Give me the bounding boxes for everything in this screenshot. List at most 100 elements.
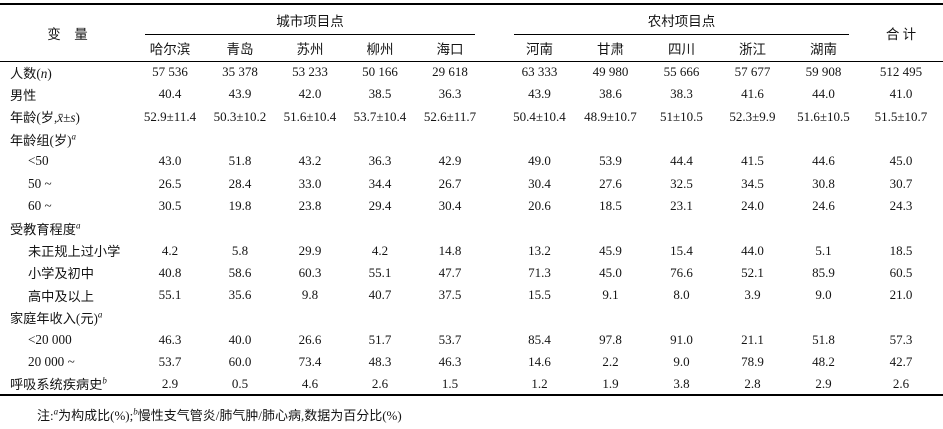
cell-total: 24.3 <box>889 197 913 213</box>
table-row: 小学及初中 40.8 58.6 60.3 55.1 47.7 71.3 45.0 76.6 52.… <box>0 262 943 284</box>
cell-urban: 38.5 <box>368 86 392 102</box>
cell-urban: 53 233 <box>292 64 328 80</box>
cell-urban: 1.5 <box>441 375 459 391</box>
group-header-urban-label: 城市项目点 <box>145 8 475 35</box>
column-header: 湖南 <box>810 41 837 57</box>
cell-rural: 20.6 <box>528 197 551 213</box>
cell-urban: 48.3 <box>368 354 392 369</box>
cell-total: 18.5 <box>889 242 913 258</box>
cell-rural <box>646 128 717 150</box>
cell-urban: 53.7 <box>438 331 462 347</box>
cell-rural: 2.8 <box>744 375 761 391</box>
row-label: 男性 <box>10 87 37 103</box>
cell-urban <box>345 306 415 328</box>
cell-rural: 15.5 <box>528 287 551 303</box>
cell-rural: 38.3 <box>670 86 693 102</box>
cell-urban <box>135 306 205 328</box>
cell-gap <box>485 128 504 150</box>
row-label: 未正规上过小学 <box>28 244 121 260</box>
cell-rural: 9.0 <box>673 354 690 369</box>
cell-urban: 47.7 <box>438 264 462 280</box>
column-header: 河南 <box>526 41 553 57</box>
cell-urban: 51.8 <box>228 153 252 169</box>
group-header-row: 变 量 城市项目点 农村项目点 合 计 <box>0 4 943 42</box>
row-label: 受教育程度a <box>10 220 81 237</box>
cell-urban: 46.3 <box>158 331 182 347</box>
column-header: 甘肃 <box>597 41 624 57</box>
cell-urban: 35.6 <box>228 287 252 303</box>
cell-rural: 48.9±10.7 <box>584 108 637 124</box>
table-row: 未正规上过小学 4.2 5.8 29.9 4.2 14.8 13.2 45.9 15.4 44.0… <box>0 239 943 261</box>
row-label: 家庭年收入(元)a <box>10 309 103 326</box>
cell-rural: 1.9 <box>602 375 619 391</box>
cell-rural: 18.5 <box>599 197 622 213</box>
cell-urban: 43.9 <box>228 86 252 102</box>
cell-urban <box>275 306 345 328</box>
cell-rural: 76.6 <box>670 264 693 280</box>
cell-rural: 71.3 <box>528 264 551 280</box>
cell-total: 512 495 <box>879 64 923 80</box>
cell-rural <box>646 217 717 239</box>
cell-urban: 50 166 <box>362 64 398 80</box>
cell-urban <box>345 217 415 239</box>
cell-total: 42.7 <box>889 354 913 369</box>
cell-urban: 19.8 <box>228 197 252 213</box>
cell-urban: 5.8 <box>231 242 249 258</box>
cell-urban: 40.4 <box>158 86 182 102</box>
cell-urban: 43.2 <box>298 153 322 169</box>
cell-rural: 27.6 <box>599 175 622 191</box>
cell-rural: 78.9 <box>741 354 764 369</box>
cell-urban <box>275 128 345 150</box>
cell-urban: 4.2 <box>371 242 389 258</box>
cell-rural: 2.2 <box>602 354 619 369</box>
cell-urban: 51.6±10.4 <box>283 108 337 124</box>
cell-urban: 40.0 <box>228 331 252 347</box>
cell-urban: 26.6 <box>298 331 322 347</box>
row-label: 呼吸系统疾病史b <box>10 375 107 393</box>
cell-rural: 97.8 <box>599 331 622 347</box>
cell-gap <box>485 351 504 373</box>
cell-total: 41.0 <box>889 86 913 102</box>
cell-urban: 2.9 <box>161 375 179 391</box>
cell-rural: 50.4±10.4 <box>513 108 566 124</box>
cell-urban: 50.3±10.2 <box>213 108 267 124</box>
cell-rural: 32.5 <box>670 175 693 191</box>
cell-gap <box>485 172 504 194</box>
row-label: 60 ~ <box>28 197 52 213</box>
cell-rural: 8.0 <box>673 287 690 303</box>
cell-urban: 52.6±11.7 <box>423 108 477 124</box>
cell-urban: 9.8 <box>301 287 319 303</box>
table-body: 人数(n) 57 536 35 378 53 233 50 166 29 618 63 33… <box>0 61 943 395</box>
row-label: 小学及初中 <box>28 266 94 282</box>
cell-urban: 36.3 <box>368 153 392 169</box>
cell-urban <box>205 217 275 239</box>
cell-gap <box>485 239 504 261</box>
cell-urban: 28.4 <box>228 175 252 191</box>
column-header: 柳州 <box>366 41 394 57</box>
cell-gap <box>485 329 504 351</box>
cell-total: 60.5 <box>889 264 913 280</box>
cell-rural: 23.1 <box>670 197 693 213</box>
table-header: 变 量 城市项目点 农村项目点 合 计 哈尔滨 青岛 苏州 柳州 海口 河南 甘肃 四川 浙江 湖… <box>0 4 943 61</box>
cell-gap <box>485 284 504 306</box>
cell-urban: 37.5 <box>438 287 462 303</box>
cell-urban <box>345 128 415 150</box>
cell-rural <box>717 306 788 328</box>
cell-urban: 4.2 <box>161 242 179 258</box>
cell-rural: 52.1 <box>741 264 764 280</box>
cell-rural: 53.9 <box>599 153 622 169</box>
cell-urban: 40.7 <box>368 287 392 303</box>
cell-gap <box>485 61 504 83</box>
cell-rural: 44.0 <box>741 242 764 258</box>
table-row: 呼吸系统疾病史b 2.9 0.5 4.6 2.6 1.5 1.2 1.9 3.8 2.8 2.9 2.… <box>0 373 943 395</box>
cell-urban: 60.0 <box>228 354 252 369</box>
table-row: 年龄(岁,x̄±s) 52.9±11.4 50.3±10.2 51.6±10.4 53.… <box>0 106 943 128</box>
table-row: 男性 40.4 43.9 42.0 38.5 36.3 43.9 38.6 38.3 41.6 44… <box>0 83 943 105</box>
cell-rural: 3.9 <box>744 287 761 303</box>
column-header: 苏州 <box>296 41 324 57</box>
table-row: 高中及以上 55.1 35.6 9.8 40.7 37.5 15.5 9.1 8.0 3.9 9.0… <box>0 284 943 306</box>
cell-gap <box>485 262 504 284</box>
cell-total: 45.0 <box>889 153 913 169</box>
cell-urban: 58.6 <box>228 264 252 280</box>
cell-rural: 91.0 <box>670 331 693 347</box>
